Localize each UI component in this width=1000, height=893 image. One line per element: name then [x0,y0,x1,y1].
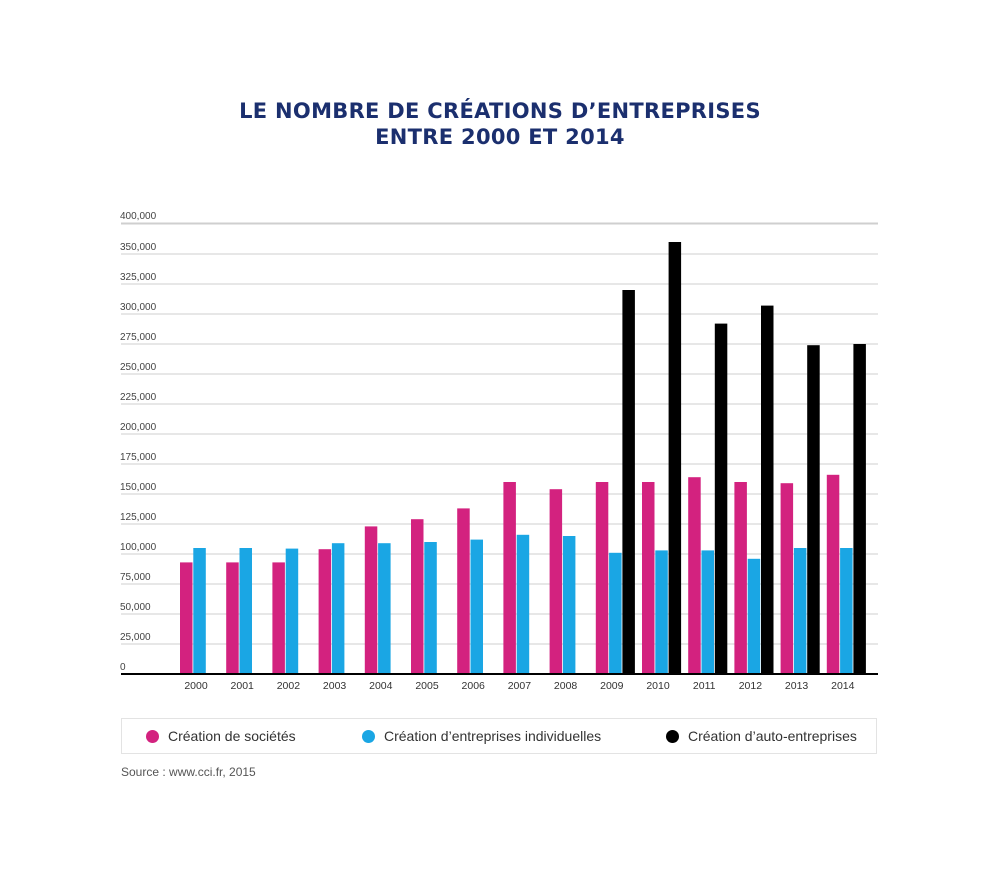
bar-auto-2012 [761,305,774,674]
y-tick-label: 25,000 [120,632,151,643]
bar-individuelles-2014 [840,548,853,674]
bar-individuelles-2005 [424,542,437,674]
bar-auto-2009 [622,290,635,674]
chart-title-line1: LE NOMBRE DE CRÉATIONS D’ENTREPRISES [239,99,761,123]
x-tick-label: 2004 [369,680,393,692]
x-tick-label: 2005 [415,680,439,692]
bar-societes-2005 [411,519,424,674]
x-tick-label: 2008 [554,680,578,692]
bar-societes-2010 [642,482,655,674]
bar-societes-2013 [780,483,794,674]
y-tick-label: 0 [120,662,126,673]
legend-dot-auto [666,729,679,743]
y-tick-label: 100,000 [120,542,157,553]
bar-individuelles-2002 [285,548,299,674]
bar-individuelles-2008 [562,536,576,674]
x-tick-label: 2013 [785,680,809,692]
bar-societes-2006 [457,508,470,674]
bar-individuelles-2006 [470,539,483,674]
y-tick-label: 300,000 [120,302,157,313]
legend-label-societes: Création de sociétés [168,728,296,744]
bar-auto-2014 [853,344,866,674]
source-note: Source : www.cci.fr, 2015 [121,765,256,779]
x-tick-label: 2007 [508,680,532,692]
x-tick-label: 2006 [462,680,486,692]
y-tick-label: 125,000 [120,512,157,523]
bar-societes-2009 [595,482,609,674]
bar-societes-2003 [318,549,332,674]
y-tick-label: 350,000 [120,242,157,253]
bar-societes-2000 [180,562,193,674]
x-tick-label: 2000 [184,680,208,692]
bar-individuelles-2010 [655,550,668,674]
y-tick-label: 200,000 [120,422,157,433]
y-tick-label: 75,000 [120,572,151,583]
legend-dot-individuelles [362,729,375,743]
bar-societes-2014 [826,474,840,674]
y-tick-label: 325,000 [120,272,157,283]
bar-individuelles-2001 [239,548,252,674]
y-tick-label: 275,000 [120,332,157,343]
legend-item-societes: Création de sociétés [146,719,296,753]
x-tick-label: 2010 [646,680,670,692]
bar-individuelles-2004 [378,543,391,674]
legend-item-auto: Création d’auto-entreprises [666,719,857,753]
legend-label-auto: Création d’auto-entreprises [688,728,857,744]
legend-item-individuelles: Création d’entreprises individuelles [362,719,601,753]
x-tick-label: 2009 [600,680,624,692]
bar-societes-2012 [734,482,747,674]
x-tick-label: 2003 [323,680,347,692]
bar-individuelles-2007 [516,534,530,674]
bar-societes-2008 [549,489,563,674]
bar-individuelles-2011 [701,550,714,674]
bar-auto-2010 [668,242,682,674]
bar-individuelles-2003 [331,543,345,674]
x-tick-label: 2014 [831,680,855,692]
bar-societes-2002 [272,562,285,674]
bar-societes-2004 [364,526,378,674]
y-tick-label: 400,000 [120,211,157,222]
y-tick-label: 150,000 [120,482,157,493]
chart-title-line2: ENTRE 2000 ET 2014 [375,125,625,149]
y-tick-label: 175,000 [120,452,157,463]
y-tick-label: 225,000 [120,392,157,403]
bar-societes-2011 [688,477,701,674]
bar-individuelles-2009 [609,552,622,674]
y-tick-label: 50,000 [120,602,151,613]
x-tick-label: 2011 [693,680,716,692]
x-tick-label: 2002 [277,680,301,692]
bar-individuelles-2000 [193,548,206,674]
bar-societes-2001 [226,562,239,674]
bar-individuelles-2013 [793,548,807,674]
x-tick-label: 2001 [231,680,255,692]
legend-label-individuelles: Création d’entreprises individuelles [384,728,602,744]
y-tick-label: 250,000 [120,362,157,373]
x-tick-label: 2012 [739,680,763,692]
bar-auto-2013 [807,345,820,674]
legend-dot-societes [146,729,159,743]
bar-societes-2007 [503,482,516,674]
chart-title: LE NOMBRE DE CRÉATIONS D’ENTREPRISES ENT… [0,98,1000,150]
bar-auto-2011 [714,323,728,674]
bar-individuelles-2012 [747,558,761,674]
chart-legend: Création de sociétés Création d’entrepri… [121,718,877,754]
